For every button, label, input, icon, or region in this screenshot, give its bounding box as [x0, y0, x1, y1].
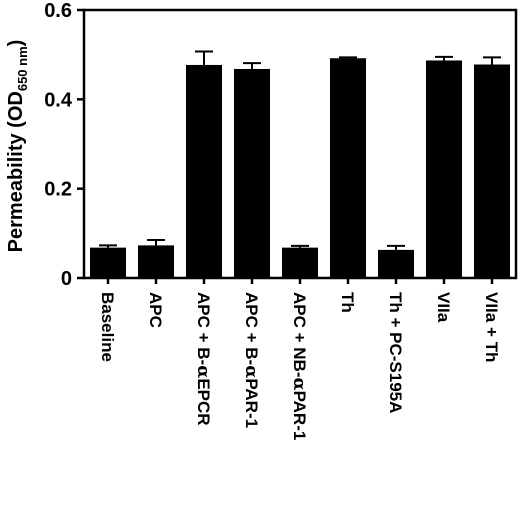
bar: [138, 245, 174, 278]
x-category-label: Th: [338, 292, 357, 313]
bar: [186, 64, 222, 278]
bar: [330, 58, 366, 278]
y-tick-label: 0.6: [44, 0, 72, 22]
bar: [474, 64, 510, 278]
bar: [234, 68, 270, 279]
y-tick-label: 0: [61, 268, 72, 290]
bar: [378, 249, 414, 278]
x-category-label: Baseline: [98, 292, 117, 362]
x-category-label: Th + PC-S195A: [386, 292, 405, 413]
bar: [282, 247, 318, 278]
y-tick-label: 0.4: [44, 89, 73, 111]
x-category-label: APC: [146, 292, 165, 328]
x-category-label: VIIa + Th: [482, 292, 501, 362]
y-axis-label: Permeability (OD650 nm): [5, 40, 30, 253]
x-category-label: APC + NB-αPAR-1: [289, 292, 309, 440]
x-category-label: APC + B-αPAR-1: [241, 292, 261, 428]
bar: [426, 60, 462, 279]
y-tick-label: 0.2: [44, 179, 72, 201]
x-category-label: VIIa: [434, 292, 453, 323]
y-axis-label-subscript: 650 nm: [15, 46, 30, 91]
plot-area: 0 0.2 0.4 0.6 Baseline APC APC + B-αEPCR APC + …: [44, 0, 518, 440]
x-category-label: APC + B-αEPCR: [193, 292, 213, 426]
bar: [90, 247, 126, 278]
